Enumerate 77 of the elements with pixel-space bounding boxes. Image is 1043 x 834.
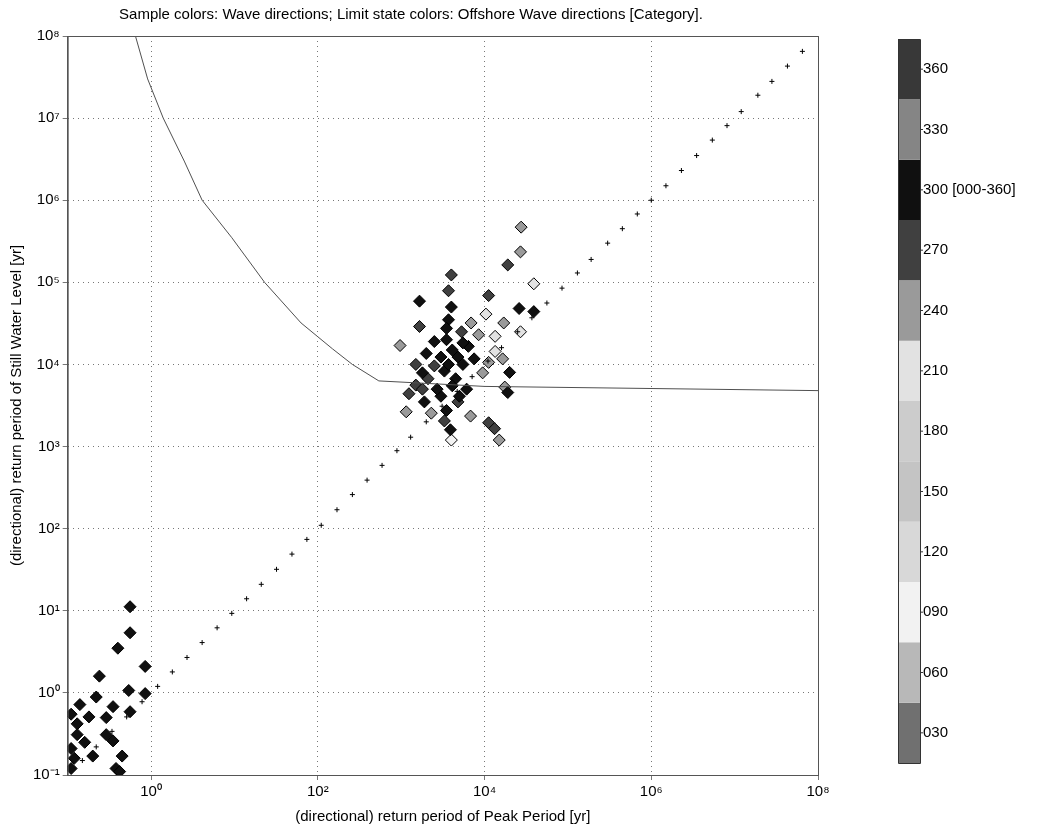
y-tick-label: 10³ — [37, 436, 60, 454]
point — [604, 240, 611, 247]
x-tick-label: 10⁴ — [472, 782, 497, 800]
point — [258, 581, 265, 588]
y-tick-label: 10⁻¹ — [32, 765, 60, 783]
point — [93, 743, 100, 750]
point — [768, 78, 775, 85]
point — [574, 269, 581, 276]
point — [379, 462, 386, 469]
point — [154, 683, 161, 690]
point — [799, 48, 806, 55]
point — [228, 610, 235, 617]
point — [199, 639, 206, 646]
point — [303, 536, 310, 543]
y-tick-label: 10⁸ — [36, 26, 60, 44]
point — [469, 373, 476, 380]
y-axis-title: (directional) return period of Still Water Level [yr] — [7, 244, 25, 567]
y-tick-label: 10⁵ — [36, 272, 60, 290]
point — [364, 477, 371, 484]
point — [693, 152, 700, 159]
point — [393, 447, 400, 454]
point — [709, 137, 716, 144]
point — [288, 551, 295, 558]
point — [784, 63, 791, 70]
point — [678, 167, 685, 174]
point — [423, 418, 430, 425]
point — [169, 668, 176, 675]
color-bar-label: 240 — [923, 300, 949, 318]
point — [454, 388, 461, 395]
point — [108, 728, 115, 735]
point — [439, 403, 446, 410]
color-bar-label: 030 — [923, 722, 949, 740]
chart-title: Sample colors: Wave directions; Limit state colors: Offshore Wave directions [Category]. — [119, 5, 703, 23]
y-tick-label: 10² — [37, 518, 60, 536]
y-tick-label: 10⁰ — [37, 683, 60, 701]
color-bar-label: 120 — [923, 541, 949, 559]
color-bar-label: 270 — [923, 240, 949, 258]
y-tick-label: 10⁶ — [36, 190, 60, 208]
color-bar-label: 090 — [923, 602, 949, 620]
point — [407, 434, 414, 441]
x-tick-label: 10⁸ — [806, 782, 830, 800]
color-bar-label: 360 — [923, 59, 949, 77]
point — [184, 654, 191, 661]
point — [662, 182, 669, 189]
point — [648, 197, 655, 204]
color-bar-label: 330 — [923, 119, 949, 137]
point — [498, 344, 505, 351]
point — [139, 698, 146, 705]
color-bar-label: 060 — [923, 662, 949, 680]
y-tick-label: 10⁴ — [36, 354, 60, 372]
x-tick-label: 10² — [306, 782, 329, 800]
point — [334, 506, 340, 513]
point — [123, 713, 130, 720]
x-tick-label: 10⁰ — [140, 782, 162, 800]
point — [559, 285, 566, 292]
y-tick-label: 10⁷ — [37, 108, 60, 126]
color-bar-label: 210 — [923, 360, 949, 378]
x-axis-title: (directional) return period of Peak Period [yr] — [295, 807, 591, 825]
point — [243, 595, 250, 602]
color-bar-label: 150 — [923, 481, 949, 499]
point — [634, 210, 641, 217]
point — [214, 624, 221, 631]
point — [738, 108, 745, 115]
x-tick-label: 10⁶ — [639, 782, 663, 800]
point — [619, 225, 626, 232]
color-bar-label: 300 [000-360] — [923, 179, 1016, 197]
point — [318, 522, 325, 529]
point — [349, 491, 356, 498]
point — [588, 256, 595, 263]
point — [754, 92, 761, 99]
point — [528, 314, 535, 321]
point — [273, 566, 280, 573]
y-tick-label: 10¹ — [37, 600, 60, 618]
point — [543, 300, 550, 307]
point — [79, 757, 86, 764]
point — [724, 122, 730, 129]
color-bar-label: 180 — [923, 421, 949, 439]
